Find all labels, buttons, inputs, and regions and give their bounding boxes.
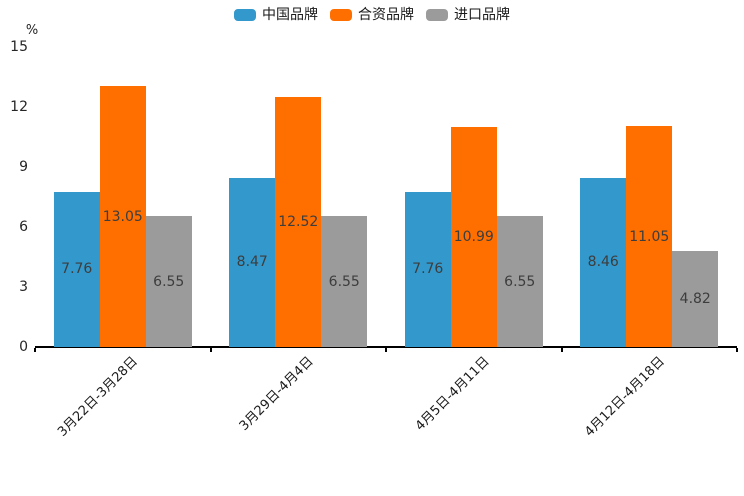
bar-joint-venture-brand-2[interactable] bbox=[275, 96, 322, 347]
legend: 中国品牌 合资品牌 进口品牌 bbox=[0, 8, 744, 22]
legend-item-label: 中国品牌 bbox=[262, 7, 318, 23]
legend-item-import-brand[interactable]: 进口品牌 bbox=[426, 8, 510, 22]
x-axis-tick-mark bbox=[736, 348, 738, 352]
x-axis-tick-mark bbox=[560, 348, 563, 352]
bar-china-brand-1[interactable] bbox=[53, 191, 100, 347]
bar-joint-venture-brand-4[interactable] bbox=[626, 126, 673, 347]
bar-import-brand-2[interactable] bbox=[321, 216, 368, 347]
x-axis-tick-mark bbox=[209, 348, 212, 352]
y-axis-tick-label: 9 bbox=[19, 159, 28, 175]
legend-item-label: 进口品牌 bbox=[454, 7, 510, 23]
x-axis-category-label: 3月22日-3月28日 bbox=[55, 354, 142, 440]
x-axis-category-label: 4月12日-4月18日 bbox=[582, 354, 668, 440]
x-axis-category-label: 4月5日-4月11日 bbox=[412, 354, 493, 434]
bar-import-brand-3[interactable] bbox=[496, 216, 543, 347]
y-axis-tick-label: 0 bbox=[19, 339, 28, 355]
x-axis-tick-mark bbox=[34, 348, 36, 352]
legend-swatch-icon bbox=[234, 9, 256, 21]
bar-china-brand-3[interactable] bbox=[404, 191, 451, 347]
x-axis-category-label: 3月29日-4月4日 bbox=[236, 354, 317, 434]
y-axis-tick-label: 3 bbox=[19, 279, 28, 295]
bar-china-brand-2[interactable] bbox=[229, 177, 276, 347]
bar-joint-venture-brand-3[interactable] bbox=[450, 127, 497, 347]
x-axis-line bbox=[35, 346, 737, 348]
bar-china-brand-4[interactable] bbox=[580, 177, 627, 347]
y-axis-unit-label: % bbox=[25, 23, 39, 38]
bar-import-brand-1[interactable] bbox=[145, 216, 192, 347]
y-axis-tick-label: 15 bbox=[10, 39, 28, 55]
x-axis-tick-mark bbox=[385, 348, 387, 352]
legend-item-joint-venture-brand[interactable]: 合资品牌 bbox=[330, 8, 414, 22]
legend-item-china-brand[interactable]: 中国品牌 bbox=[234, 8, 318, 22]
legend-swatch-icon bbox=[426, 9, 448, 21]
y-axis-tick-label: 12 bbox=[10, 99, 28, 115]
bar-import-brand-4[interactable] bbox=[672, 250, 719, 347]
legend-item-label: 合资品牌 bbox=[358, 7, 414, 23]
y-axis-tick-label: 6 bbox=[19, 219, 28, 235]
bar-joint-venture-brand-1[interactable] bbox=[99, 86, 146, 347]
legend-swatch-icon bbox=[330, 9, 352, 21]
